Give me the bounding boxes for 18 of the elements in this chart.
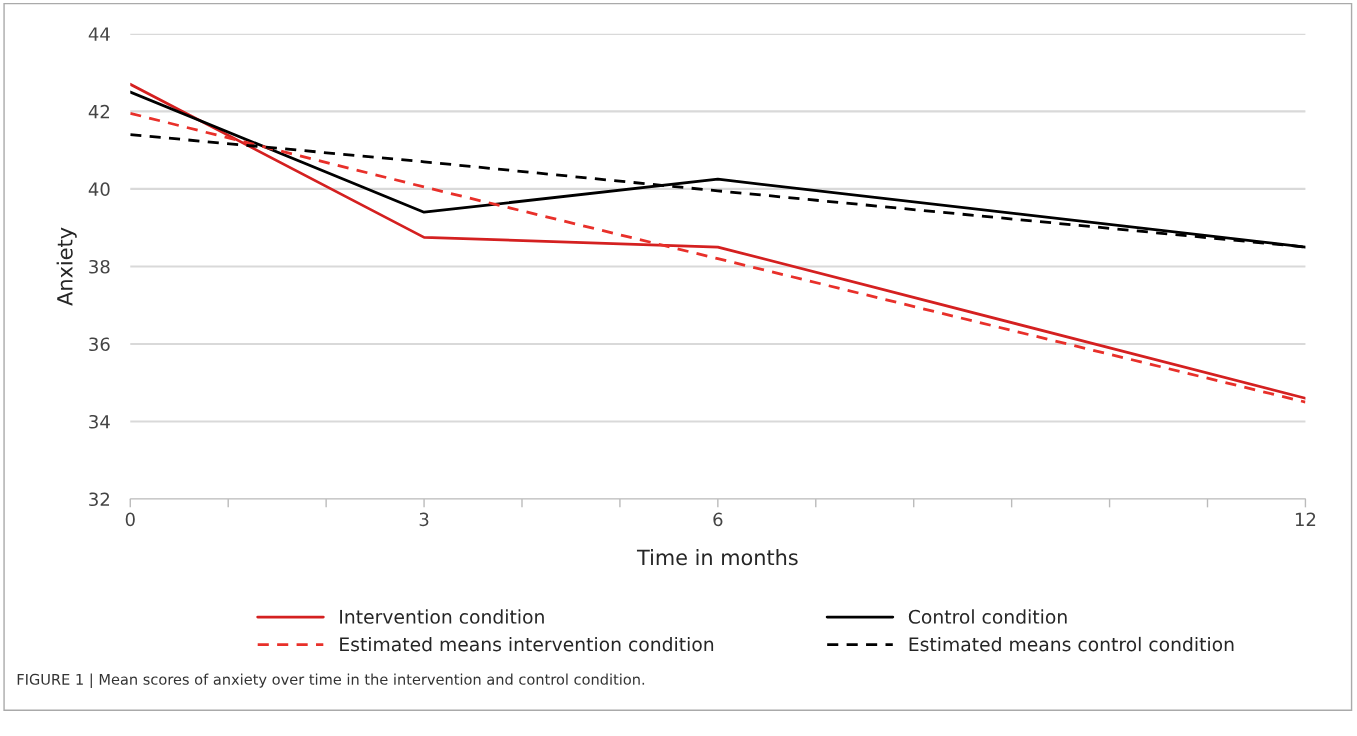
legend-label: Estimated means intervention condition xyxy=(340,636,714,652)
caption: FIGURE 1 | Mean scores of anxiety over time in the intervention and control condition. xyxy=(17,673,645,689)
y-tick-label: 36 xyxy=(89,337,110,352)
x-tick-label: 6 xyxy=(713,512,723,527)
x-tick-label: 3 xyxy=(419,512,429,527)
y-tick-label: 38 xyxy=(89,259,110,274)
x-tick-label: 0 xyxy=(125,512,135,527)
y-axis-title: Anxiety xyxy=(56,227,77,306)
legend-label: Estimated means control condition xyxy=(909,636,1234,652)
legend-label: Intervention condition xyxy=(340,609,544,624)
x-tick-label: 12 xyxy=(1295,512,1316,526)
y-tick-label: 40 xyxy=(88,182,110,197)
y-tick-label: 34 xyxy=(89,414,110,429)
legend-label: Control condition xyxy=(908,609,1067,624)
x-axis-title: Time in months xyxy=(636,549,798,566)
y-tick-label: 44 xyxy=(88,27,110,41)
y-tick-label: 42 xyxy=(88,104,110,119)
y-tick-label: 32 xyxy=(89,492,110,507)
